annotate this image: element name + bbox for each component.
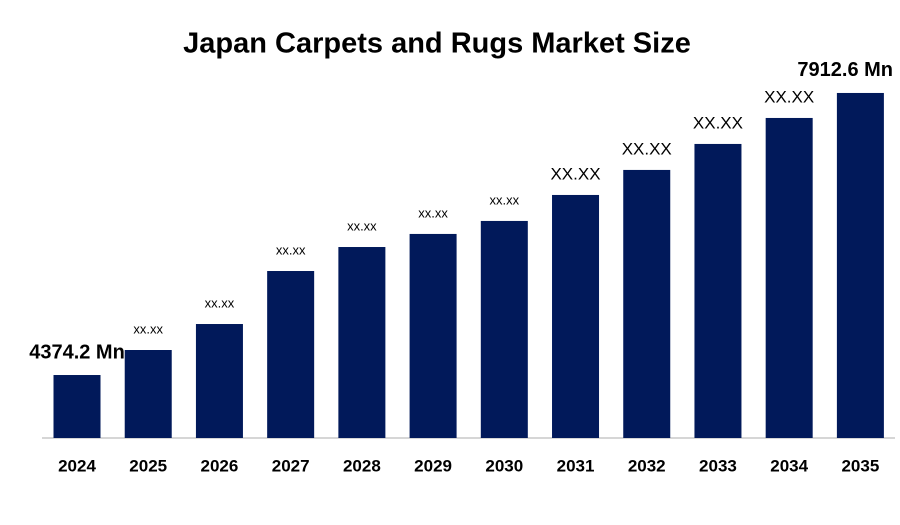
x-tick-label: 2035 (841, 456, 879, 475)
value-label: 4374.2 Mn (29, 341, 125, 363)
x-tick-label: 2028 (343, 456, 381, 475)
x-tick-label: 2033 (699, 456, 737, 475)
x-tick-label: 2029 (414, 456, 452, 475)
bar (623, 169, 671, 438)
x-tick-label: 2034 (770, 456, 808, 475)
value-label: XX.XX (622, 139, 672, 158)
bar (195, 324, 243, 438)
bar (53, 375, 101, 438)
bar (267, 271, 315, 438)
x-tick-label: 2027 (272, 456, 310, 475)
bar (836, 92, 884, 438)
value-label: xx.xx (489, 192, 519, 207)
bar (552, 194, 600, 438)
value-label: xx.xx (276, 242, 306, 257)
x-tick-label: 2025 (129, 456, 167, 475)
chart-title: Japan Carpets and Rugs Market Size (183, 28, 691, 60)
value-label: xx.xx (133, 321, 163, 336)
bar (480, 220, 528, 438)
value-label: XX.XX (550, 164, 600, 183)
bar (338, 247, 386, 438)
x-tick-label: 2031 (557, 456, 595, 475)
value-label: xx.xx (205, 295, 235, 310)
bar (409, 233, 457, 438)
bar (124, 350, 172, 438)
bar (694, 143, 742, 438)
x-tick-label: 2032 (628, 456, 666, 475)
bar (765, 117, 813, 438)
value-label: 7912.6 Mn (797, 59, 893, 81)
value-label: XX.XX (693, 113, 743, 132)
x-tick-label: 2024 (58, 456, 96, 475)
value-label: xx.xx (347, 218, 377, 233)
x-tick-label: 2030 (485, 456, 523, 475)
value-label: xx.xx (418, 205, 448, 220)
value-label: XX.XX (764, 87, 814, 106)
x-tick-label: 2026 (201, 456, 239, 475)
